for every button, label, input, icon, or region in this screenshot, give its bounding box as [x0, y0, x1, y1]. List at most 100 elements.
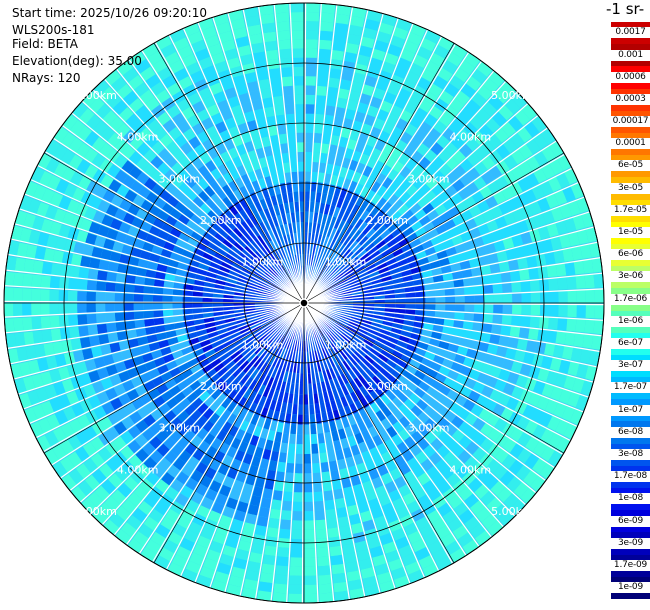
ppi-gate	[274, 3, 289, 14]
ppi-gate	[370, 205, 381, 217]
ppi-gate	[273, 204, 281, 216]
ppi-gate	[238, 274, 250, 282]
ppi-gate	[415, 303, 426, 310]
ppi-gate	[210, 358, 222, 369]
ppi-gate	[192, 291, 203, 298]
ppi-gate	[154, 555, 171, 570]
ppi-gate	[422, 221, 435, 233]
ppi-gate	[202, 344, 214, 354]
ppi-gate	[562, 345, 574, 360]
ppi-gate	[468, 257, 480, 268]
ppi-gate	[100, 377, 114, 391]
ppi-gate	[22, 303, 32, 317]
ppi-gate	[279, 236, 286, 247]
ppi-gate	[99, 86, 116, 103]
ppi-gate	[394, 232, 406, 243]
ppi-gate	[293, 76, 304, 86]
ppi-gate	[134, 319, 146, 329]
ppi-gate	[187, 201, 199, 214]
ppi-gate	[364, 584, 381, 597]
ray-gap	[303, 140, 557, 304]
ppi-gate	[326, 282, 337, 290]
ppi-gate	[206, 549, 222, 563]
ppi-gate	[190, 170, 203, 183]
ppi-gate	[428, 398, 442, 411]
ppi-gate	[503, 211, 516, 225]
ppi-gate	[245, 474, 257, 486]
ppi-gate	[221, 39, 236, 52]
ppi-gate	[193, 285, 204, 292]
ppi-gate	[350, 203, 360, 216]
ppi-gate	[213, 252, 225, 262]
ppi-gate	[291, 243, 297, 256]
ppi-gate	[374, 515, 388, 528]
ppi-gate	[360, 510, 373, 523]
ppi-gate	[258, 221, 268, 233]
ppi-gate	[384, 298, 396, 303]
ppi-gate	[268, 68, 281, 79]
ppi-gate	[249, 275, 261, 283]
ppi-gate	[84, 164, 99, 180]
ppi-gate	[88, 97, 105, 114]
ray-gap	[303, 302, 571, 442]
ray-gap	[18, 302, 305, 395]
ppi-gate	[105, 292, 115, 302]
ppi-gate	[273, 583, 288, 594]
ppi-gate	[530, 407, 545, 423]
ppi-gate	[500, 407, 514, 422]
ppi-gate	[202, 363, 214, 374]
ppi-gate	[224, 317, 236, 324]
ppi-gate	[243, 350, 254, 360]
ppi-gate	[332, 366, 341, 377]
ring-label: 4.00km	[450, 131, 492, 144]
ppi-gate	[275, 226, 283, 238]
ppi-gate	[369, 347, 381, 357]
ppi-gate	[418, 214, 431, 226]
ppi-gate	[229, 65, 243, 78]
ppi-gate	[549, 357, 562, 372]
ppi-gate	[516, 126, 533, 143]
ray-gap	[303, 302, 467, 556]
ppi-gate	[216, 523, 230, 536]
ppi-gate	[269, 399, 278, 411]
ppi-gate	[299, 373, 304, 384]
ppi-gate	[210, 52, 226, 65]
ppi-gate	[264, 256, 274, 267]
ppi-gate	[258, 78, 270, 90]
ppi-gate	[374, 421, 386, 434]
ppi-gate	[447, 226, 460, 238]
ppi-gate	[406, 214, 419, 226]
ppi-gate	[372, 282, 384, 289]
ppi-gate	[474, 294, 484, 303]
ppi-gate	[502, 304, 513, 314]
ppi-gate	[279, 57, 292, 68]
ppi-gate	[510, 149, 526, 165]
ppi-gate	[226, 401, 238, 413]
ppi-gate	[541, 238, 553, 252]
ppi-gate	[562, 247, 574, 262]
ray-gap	[303, 302, 594, 383]
ppi-gate	[258, 581, 274, 593]
ppi-gate	[332, 572, 347, 584]
ppi-gate	[182, 308, 193, 316]
ray-gap	[303, 167, 573, 304]
ppi-gate	[374, 303, 385, 308]
ppi-gate	[524, 377, 537, 391]
ppi-gate	[340, 263, 351, 273]
ppi-gate	[348, 355, 358, 366]
ppi-gate	[312, 472, 322, 483]
ppi-gate	[285, 212, 292, 224]
ray-gap	[270, 302, 305, 602]
ppi-gate	[262, 351, 272, 362]
ppi-gate	[228, 364, 240, 375]
ppi-gate	[300, 362, 304, 374]
ppi-gate	[246, 81, 259, 93]
ppi-gate	[68, 278, 79, 290]
ppi-gate	[267, 388, 276, 400]
ppi-gate	[138, 523, 155, 539]
ppi-gate	[83, 458, 99, 474]
ppi-gate	[318, 371, 325, 383]
ppi-gate	[364, 242, 375, 252]
ppi-gate	[313, 132, 322, 144]
ppi-gate	[383, 217, 395, 229]
